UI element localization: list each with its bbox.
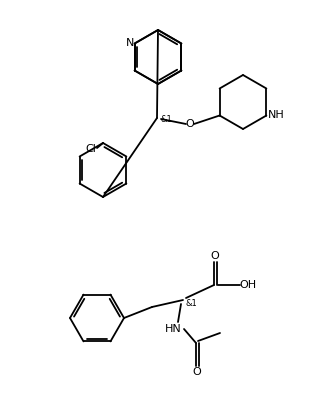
Text: &1: &1 <box>160 115 172 124</box>
Text: &1: &1 <box>185 299 197 308</box>
Text: Cl: Cl <box>86 144 96 154</box>
Text: N: N <box>125 38 134 49</box>
Text: O: O <box>186 119 194 129</box>
Text: O: O <box>193 367 201 377</box>
Text: HN: HN <box>165 324 181 334</box>
Text: OH: OH <box>239 280 256 290</box>
Text: NH: NH <box>268 111 285 120</box>
Text: O: O <box>211 251 219 261</box>
